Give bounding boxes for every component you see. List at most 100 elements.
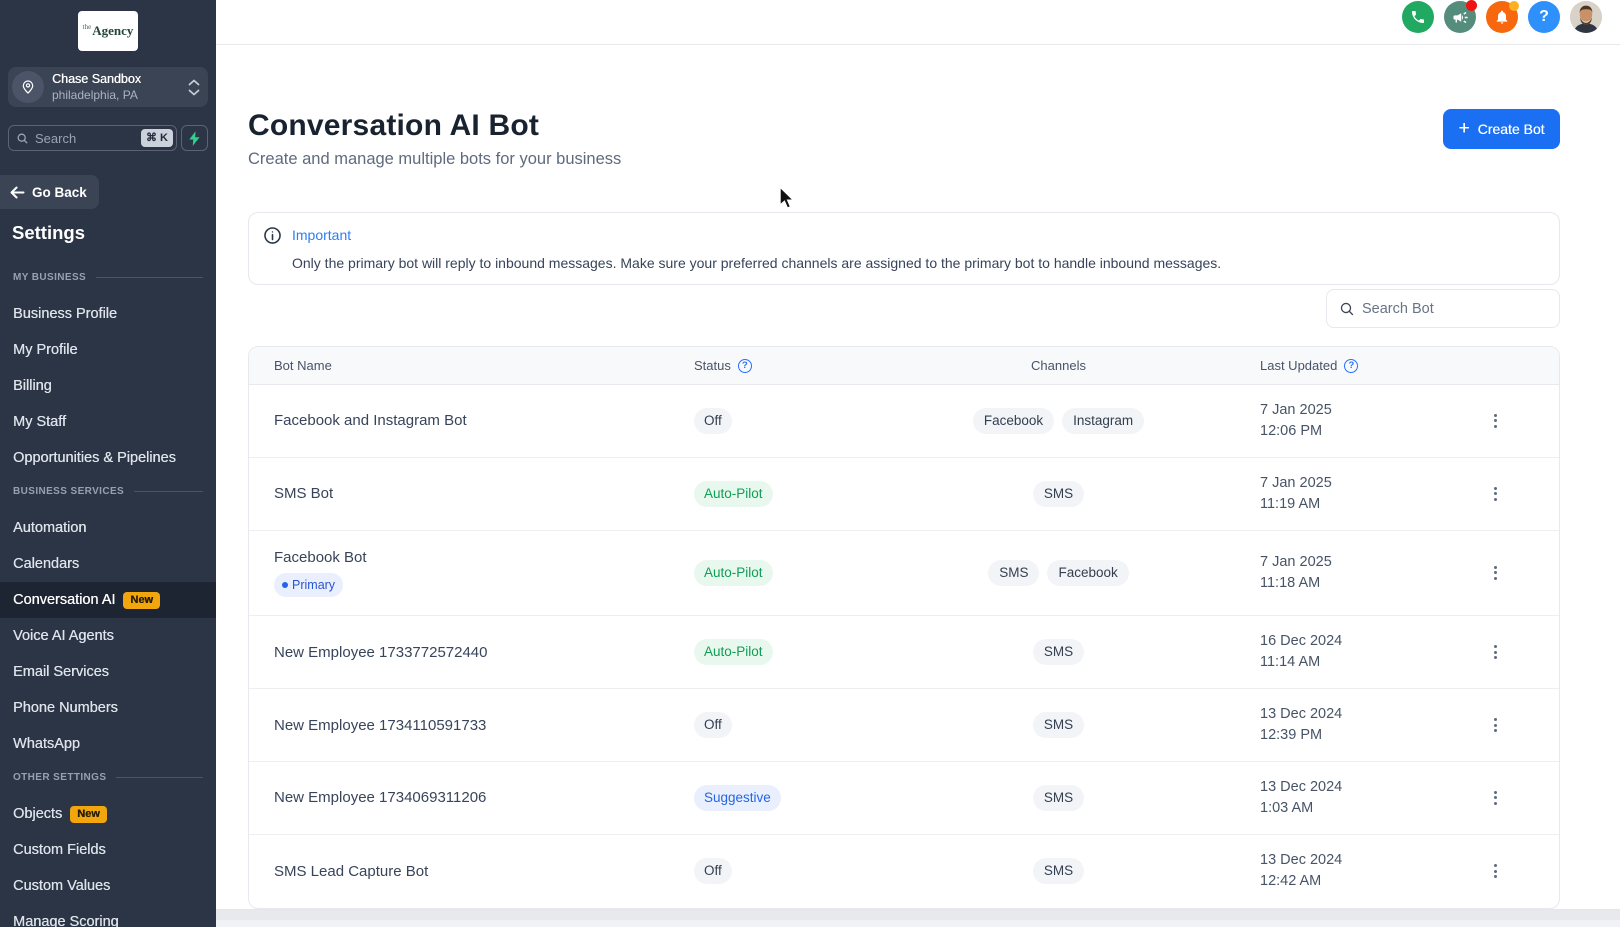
actions-cell <box>1431 482 1559 506</box>
bot-name: SMS Bot <box>274 485 334 503</box>
primary-dot <box>282 581 288 588</box>
bot-name-cell: New Employee 1733772572440 <box>249 644 689 661</box>
status-badge: Off <box>694 712 732 739</box>
alert-body: Only the primary bot will reply to inbou… <box>292 255 1222 271</box>
lightning-icon <box>189 130 200 146</box>
last-updated-cell: 7 Jan 2025 11:18 AM <box>1176 552 1431 594</box>
location-subtitle: philadelphia, PA <box>52 88 138 102</box>
agency-logo[interactable]: the Agency <box>78 11 138 51</box>
column-bot-name: Bot Name <box>274 358 332 373</box>
updated-date: 13 Dec 2024 <box>1260 706 1343 723</box>
sidebar-item-business-profile[interactable]: Business Profile <box>0 296 216 332</box>
table-row: SMS Lead Capture Bot Off SMS 13 Dec 2024 12:… <box>249 835 1559 908</box>
row-menu-button[interactable] <box>1483 713 1507 737</box>
updated-time: 1:03 AM <box>1260 799 1314 816</box>
bot-name: Facebook Bot <box>274 548 367 566</box>
horizontal-scrollbar[interactable] <box>216 909 1620 927</box>
last-updated-cell: 13 Dec 2024 12:42 AM <box>1176 850 1431 892</box>
bot-name-cell: Facebook and Instagram Bot <box>249 412 689 429</box>
alert-title: Important <box>292 227 352 243</box>
sidebar-item-whatsapp[interactable]: WhatsApp <box>0 726 216 762</box>
notifications-button[interactable] <box>1486 1 1519 33</box>
channel-badge: Instagram <box>1062 407 1145 434</box>
table-row: New Employee 1734069311206 Suggestive SMS 1… <box>249 762 1559 835</box>
sidebar-item-label: Custom Fields <box>13 842 106 858</box>
sidebar-item-custom-fields[interactable]: Custom Fields <box>0 832 216 868</box>
sidebar-item-voice-ai-agents[interactable]: Voice AI Agents <box>0 618 216 654</box>
topbar: ? <box>216 0 1620 45</box>
last-updated-cell: 7 Jan 2025 12:06 PM <box>1176 400 1431 442</box>
go-back-button[interactable]: Go Back <box>0 175 99 209</box>
help-button[interactable]: ? <box>1528 1 1560 33</box>
sidebar-item-calendars[interactable]: Calendars <box>0 546 216 582</box>
updated-date: 13 Dec 2024 <box>1260 778 1343 795</box>
actions-cell <box>1431 786 1559 810</box>
agency-logo-the: the <box>82 23 92 31</box>
sidebar-item-label: Email Services <box>13 664 109 680</box>
sidebar-item-phone-numbers[interactable]: Phone Numbers <box>0 690 216 726</box>
sidebar-item-label: Automation <box>13 520 87 536</box>
sidebar-item-custom-values[interactable]: Custom Values <box>0 868 216 904</box>
status-badge: Suggestive <box>694 784 781 811</box>
phone-button[interactable] <box>1402 1 1434 33</box>
location-switcher[interactable]: Chase Sandbox philadelphia, PA <box>8 67 208 107</box>
status-cell: Auto-Pilot <box>689 559 941 586</box>
notification-count-dot <box>1509 1 1519 11</box>
main-area: ? Conversation AI Bot Create and manage … <box>216 0 1620 927</box>
sidebar-search-input[interactable]: Search ⌘ K <box>8 125 177 151</box>
channels-cell: SMS <box>941 712 1176 739</box>
sidebar-item-objects[interactable]: Objects New <box>0 796 216 832</box>
status-badge: Auto-Pilot <box>694 639 773 666</box>
sidebar-item-conversation-ai[interactable]: Conversation AI New <box>0 582 216 618</box>
row-menu-button[interactable] <box>1483 561 1507 585</box>
row-menu-button[interactable] <box>1483 482 1507 506</box>
search-bot-input[interactable]: Search Bot <box>1326 289 1560 328</box>
sidebar-item-email-services[interactable]: Email Services <box>0 654 216 690</box>
updated-time: 11:18 AM <box>1260 574 1321 591</box>
last-updated-cell: 13 Dec 2024 12:39 PM <box>1176 704 1431 746</box>
last-updated-help-icon[interactable]: ? <box>1344 358 1359 373</box>
row-menu-button[interactable] <box>1483 409 1507 433</box>
sidebar-item-manage-scoring[interactable]: Manage Scoring <box>0 904 216 927</box>
actions-cell <box>1431 713 1559 737</box>
sidebar-item-my-staff[interactable]: My Staff <box>0 404 216 440</box>
announcements-button[interactable] <box>1444 0 1477 33</box>
bot-name: New Employee 1734069311206 <box>274 789 487 807</box>
row-menu-button[interactable] <box>1483 786 1507 810</box>
bot-name: New Employee 1733772572440 <box>274 643 488 661</box>
sidebar-item-automation[interactable]: Automation <box>0 510 216 546</box>
sidebar-item-billing[interactable]: Billing <box>0 368 216 404</box>
sidebar-item-my-profile[interactable]: My Profile <box>0 332 216 368</box>
column-last-updated: Last Updated? <box>1176 358 1431 373</box>
channel-badge: SMS <box>1032 480 1085 507</box>
user-avatar[interactable] <box>1570 1 1602 33</box>
nav-section-label: OTHER SETTINGS <box>13 772 203 783</box>
sidebar-item-opportunities-pipelines[interactable]: Opportunities & Pipelines <box>0 440 216 476</box>
status-cell: Auto-Pilot <box>689 639 941 666</box>
updated-time: 12:42 AM <box>1260 873 1322 890</box>
last-updated-cell: 13 Dec 2024 1:03 AM <box>1176 777 1431 819</box>
sidebar-item-label: Custom Values <box>13 878 111 894</box>
channel-badge: SMS <box>1032 784 1085 811</box>
phone-icon <box>1412 11 1424 23</box>
actions-cell <box>1431 561 1559 585</box>
question-mark-icon: ? <box>1539 8 1549 25</box>
location-pin-icon <box>12 71 44 103</box>
row-menu-button[interactable] <box>1483 859 1507 883</box>
channel-badge: Facebook <box>972 407 1055 434</box>
updated-time: 11:14 AM <box>1260 654 1321 671</box>
sidebar-item-label: Business Profile <box>13 306 117 322</box>
row-menu-button[interactable] <box>1483 640 1507 664</box>
quick-actions-button[interactable] <box>181 125 208 151</box>
actions-cell <box>1431 859 1559 883</box>
create-bot-button[interactable]: + Create Bot <box>1443 109 1560 149</box>
new-badge: New <box>70 805 107 823</box>
table-body: Facebook and Instagram Bot Off Facebook Ins… <box>249 385 1559 908</box>
status-cell: Off <box>689 712 941 739</box>
channels-cell: SMS Facebook <box>941 559 1176 586</box>
channel-badge: SMS <box>1032 858 1085 885</box>
updated-time: 12:06 PM <box>1260 422 1323 439</box>
primary-badge: Primary <box>274 572 344 597</box>
status-help-icon[interactable]: ? <box>737 358 752 373</box>
horizontal-scrollbar-thumb[interactable] <box>216 910 1620 920</box>
